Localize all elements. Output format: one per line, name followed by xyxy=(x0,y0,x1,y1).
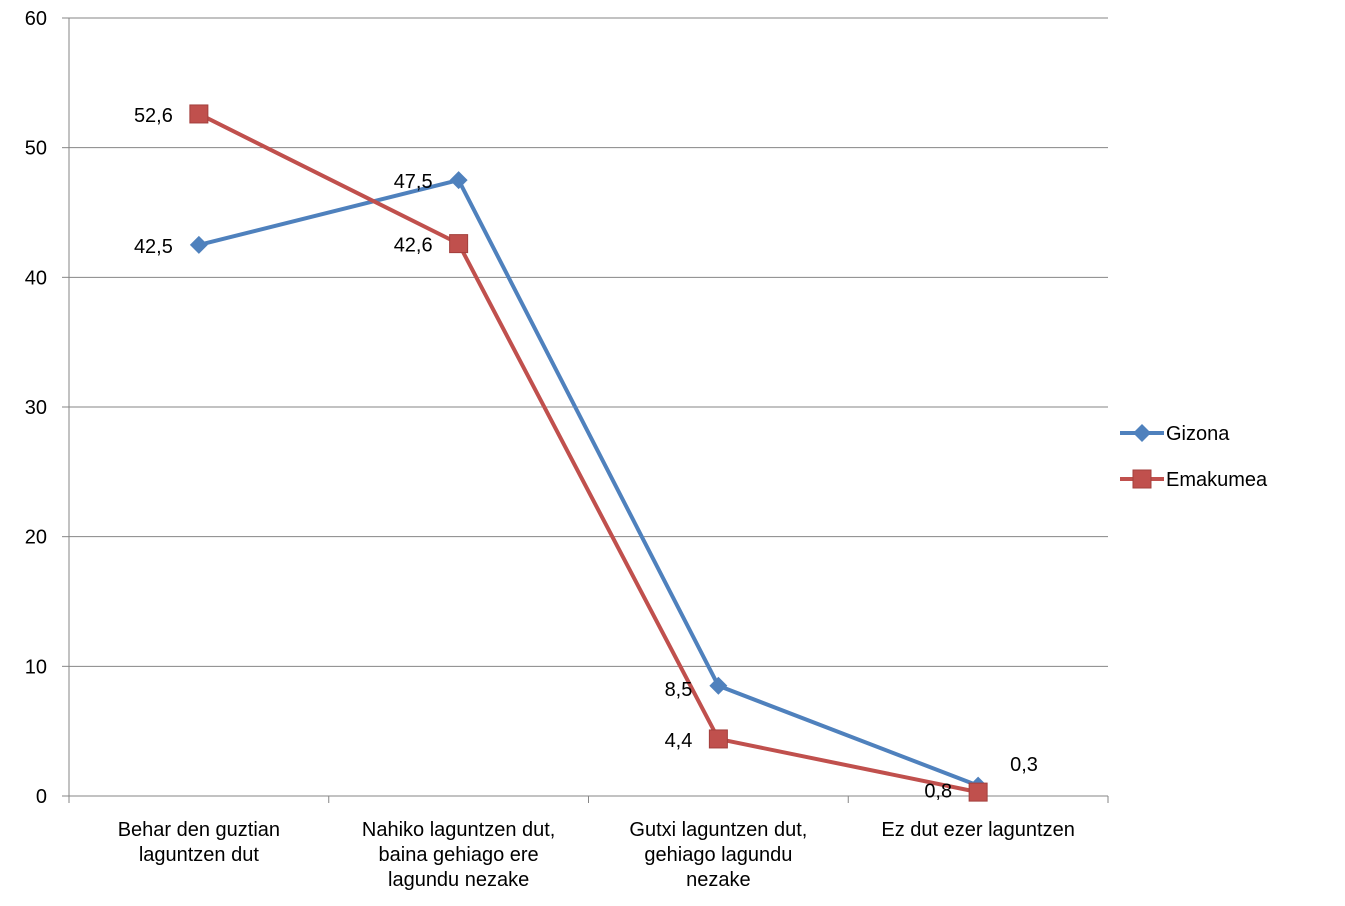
legend-item-emakumea: Emakumea xyxy=(1120,469,1268,491)
data-label: 0,3 xyxy=(1010,754,1038,776)
y-tick-label: 0 xyxy=(36,786,47,808)
legend: Gizona Emakumea xyxy=(1120,423,1268,491)
legend-item-gizona: Gizona xyxy=(1120,423,1230,445)
x-tick-label-line: Nahiko laguntzen dut, xyxy=(362,819,555,841)
x-tick-label: Gutxi laguntzen dut, gehiago lagundu nezak… xyxy=(629,819,807,891)
x-tick-label-line: Ez dut ezer laguntzen xyxy=(881,819,1074,841)
gridlines xyxy=(69,17,1108,667)
axes: 0 10 20 30 40 50 60 Behar den guztian laguntzen … xyxy=(25,8,1109,891)
data-point-marker xyxy=(1133,424,1151,442)
x-tick-label-line: Behar den guztian xyxy=(118,819,280,841)
y-tick-label: 10 xyxy=(25,656,47,678)
data-label: 52,6 xyxy=(134,105,173,127)
y-tick-label: 50 xyxy=(25,138,47,160)
data-point-marker xyxy=(189,104,209,124)
x-tick-label: Nahiko laguntzen dut, baina gehiago ere la… xyxy=(362,819,555,891)
data-point-marker xyxy=(968,782,988,802)
x-tick-label-line: baina gehiago ere xyxy=(379,844,539,866)
y-tick-label: 20 xyxy=(25,527,47,549)
x-tick-label: Ez dut ezer laguntzen xyxy=(881,819,1074,841)
y-tick-label: 40 xyxy=(25,267,47,289)
data-labels: 42,5 47,5 8,5 0,8 52,6 42,6 4,4 0,3 xyxy=(134,105,1038,803)
series-lines xyxy=(189,104,988,802)
series-line-gizona xyxy=(198,178,979,788)
data-point-marker xyxy=(449,234,469,254)
x-tick-label-line: gehiago lagundu xyxy=(644,844,792,866)
data-label: 47,5 xyxy=(394,171,433,193)
x-tick-label: Behar den guztian laguntzen dut xyxy=(118,819,280,866)
x-tick-label-line: laguntzen dut xyxy=(139,844,260,866)
legend-label: Gizona xyxy=(1166,423,1230,445)
legend-label: Emakumea xyxy=(1166,469,1268,491)
data-label: 42,5 xyxy=(134,236,173,258)
x-tick-label-line: Gutxi laguntzen dut, xyxy=(629,819,807,841)
data-point-marker xyxy=(1132,469,1152,489)
y-tick-label: 60 xyxy=(25,8,47,30)
data-label: 0,8 xyxy=(924,781,952,803)
y-tick-label: 30 xyxy=(25,397,47,419)
data-label: 4,4 xyxy=(665,730,693,752)
series-line-emakumea xyxy=(197,112,979,795)
data-point-marker xyxy=(449,171,468,190)
data-point-marker xyxy=(709,676,728,695)
data-point-marker xyxy=(708,729,728,749)
data-label: 8,5 xyxy=(665,679,693,701)
data-label: 42,6 xyxy=(394,235,433,257)
data-point-marker xyxy=(189,235,208,254)
x-tick-label-line: nezake xyxy=(686,869,751,891)
x-tick-label-line: lagundu nezake xyxy=(388,869,529,891)
